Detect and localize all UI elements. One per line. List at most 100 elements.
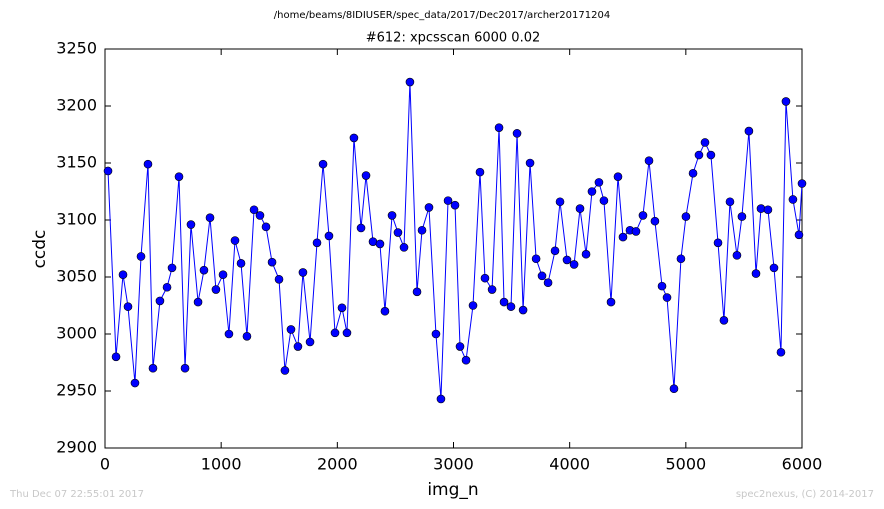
data-point bbox=[180, 363, 190, 373]
data-point bbox=[412, 287, 422, 297]
data-point bbox=[575, 204, 585, 213]
data-point bbox=[644, 156, 654, 166]
data-point bbox=[255, 211, 265, 220]
x-axis-label: img_n bbox=[427, 480, 478, 500]
data-point bbox=[487, 285, 497, 294]
data-point bbox=[518, 305, 528, 315]
data-point bbox=[769, 263, 779, 273]
data-point bbox=[123, 302, 133, 311]
data-point bbox=[193, 297, 203, 307]
header: /home/beams/8IDIUSER/spec_data/2017/Dec2… bbox=[274, 10, 610, 21]
data-point bbox=[230, 236, 240, 245]
data-point bbox=[569, 260, 579, 269]
data-point bbox=[669, 384, 679, 394]
data-point bbox=[324, 231, 334, 241]
data-point bbox=[399, 243, 409, 252]
plot-frame bbox=[104, 48, 803, 449]
data-point bbox=[744, 126, 754, 136]
data-point bbox=[261, 222, 271, 232]
data-point bbox=[657, 281, 667, 291]
data-point bbox=[242, 331, 252, 341]
x-tick-label: 5000 bbox=[665, 455, 706, 474]
data-point bbox=[781, 97, 791, 106]
y-tick-label: 3250 bbox=[56, 39, 97, 58]
data-point bbox=[751, 269, 761, 278]
data-point bbox=[606, 297, 616, 307]
data-point bbox=[688, 168, 698, 178]
footer-left: Thu Dec 07 22:55:01 2017 bbox=[9, 489, 144, 500]
data-point bbox=[417, 225, 427, 235]
data-point bbox=[103, 166, 113, 176]
data-point bbox=[249, 205, 259, 215]
data-point bbox=[737, 212, 747, 221]
data-point bbox=[631, 227, 641, 236]
data-point bbox=[613, 172, 623, 181]
data-point bbox=[725, 197, 735, 207]
data-point bbox=[475, 167, 485, 177]
data-point bbox=[205, 213, 215, 223]
y-tick-label: 3000 bbox=[56, 324, 97, 343]
data-point bbox=[349, 133, 359, 143]
x-tick-label: 4000 bbox=[549, 455, 590, 474]
data-point bbox=[387, 211, 397, 220]
data-point bbox=[136, 252, 146, 261]
data-point bbox=[443, 196, 453, 205]
data-point bbox=[638, 211, 648, 220]
data-point bbox=[468, 301, 478, 310]
x-tick-label: 0 bbox=[100, 455, 110, 474]
data-point bbox=[594, 178, 604, 187]
data-point bbox=[797, 179, 807, 188]
data-point bbox=[525, 158, 535, 168]
data-point bbox=[681, 212, 691, 221]
data-point bbox=[776, 347, 786, 357]
data-point bbox=[555, 197, 565, 207]
data-point bbox=[562, 255, 572, 265]
data-point bbox=[494, 123, 504, 132]
data-point bbox=[424, 203, 434, 212]
data-point bbox=[405, 77, 415, 87]
y-tick-label: 3100 bbox=[56, 210, 97, 229]
data-point bbox=[218, 270, 228, 280]
data-point bbox=[531, 254, 541, 264]
y-tick-label: 3150 bbox=[56, 153, 97, 172]
data-point bbox=[713, 238, 723, 248]
data-point bbox=[186, 220, 196, 229]
data-point bbox=[550, 246, 560, 256]
data-point bbox=[330, 328, 340, 338]
data-point bbox=[794, 230, 804, 240]
data-point bbox=[455, 342, 465, 351]
data-point bbox=[274, 274, 284, 284]
y-tick-label: 3200 bbox=[56, 96, 97, 115]
data-point bbox=[375, 239, 385, 249]
data-point bbox=[763, 205, 773, 215]
data-point bbox=[337, 303, 347, 313]
chart-title: #612: xpcsscan 6000 0.02 bbox=[366, 31, 541, 46]
x-tick-label: 1000 bbox=[201, 455, 242, 474]
data-point bbox=[436, 394, 446, 404]
data-point bbox=[587, 187, 597, 196]
data-point bbox=[318, 159, 328, 169]
data-point bbox=[211, 285, 221, 294]
data-point bbox=[293, 342, 303, 351]
data-point bbox=[162, 282, 172, 292]
y-axis-label: ccdc bbox=[30, 230, 50, 269]
data-point bbox=[512, 129, 522, 138]
data-point bbox=[155, 296, 165, 306]
data-point bbox=[650, 216, 660, 226]
data-point bbox=[393, 228, 403, 237]
data-point bbox=[756, 204, 766, 213]
data-point bbox=[361, 171, 371, 180]
y-tick-label: 3050 bbox=[56, 267, 97, 286]
data-point bbox=[618, 232, 628, 242]
data-point bbox=[700, 138, 710, 147]
data-point bbox=[130, 378, 140, 388]
data-point bbox=[280, 366, 290, 375]
data-point bbox=[224, 329, 234, 339]
data-point bbox=[694, 150, 704, 160]
data-point bbox=[480, 273, 490, 283]
data-point bbox=[676, 254, 686, 264]
data-point bbox=[431, 329, 441, 339]
data-point bbox=[286, 325, 296, 334]
data-point bbox=[118, 270, 128, 280]
data-point bbox=[111, 352, 121, 362]
